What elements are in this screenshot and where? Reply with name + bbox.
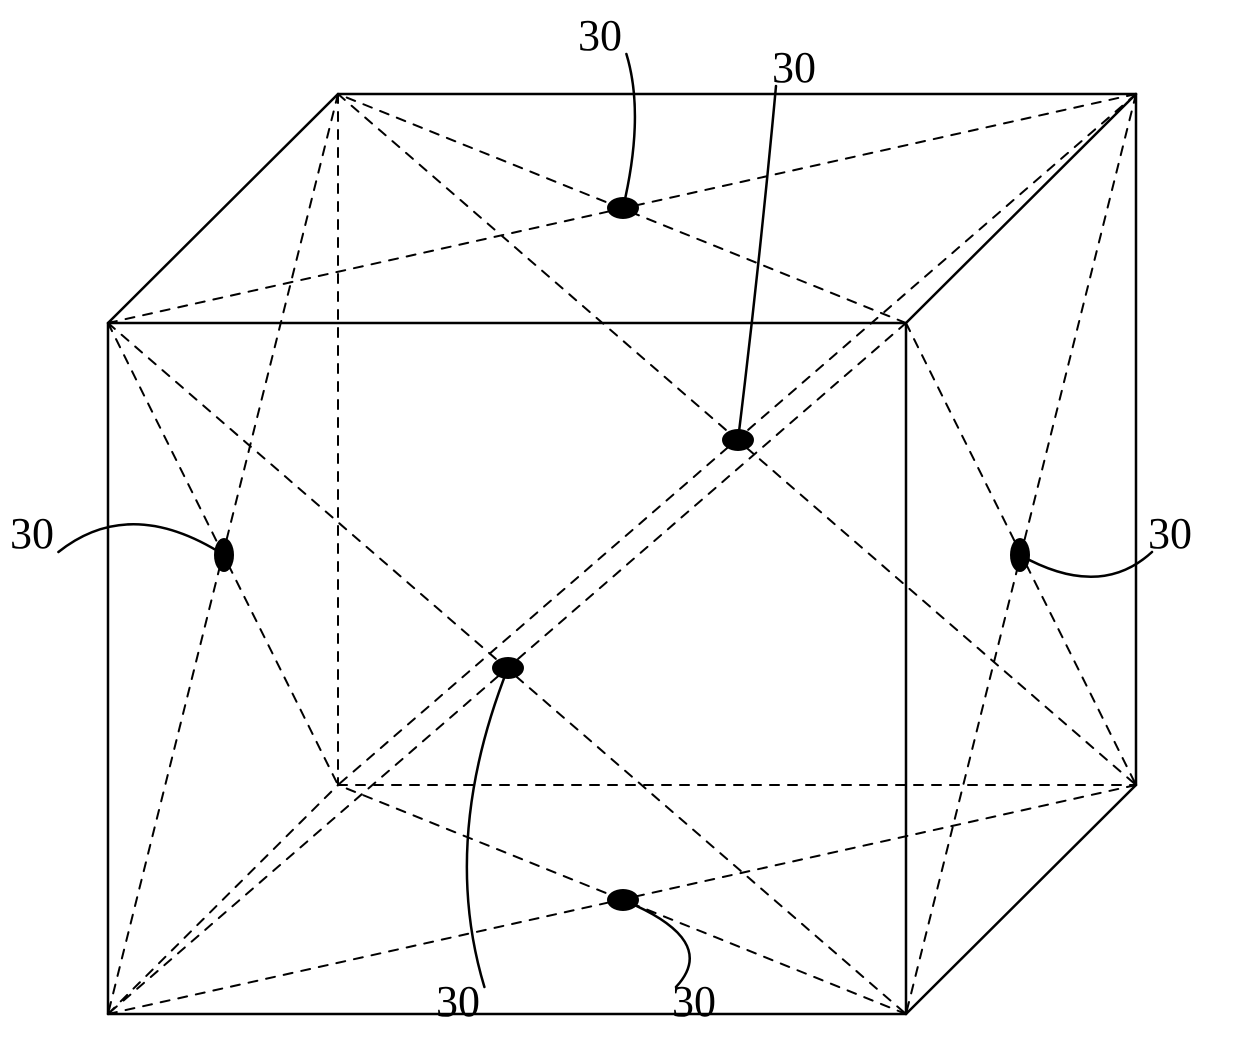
leader-1	[738, 86, 776, 440]
edge-depth-tr	[906, 94, 1136, 323]
edge-depth-br	[906, 785, 1136, 1014]
label-left: 30	[10, 508, 54, 559]
dot-bottom	[607, 889, 639, 911]
dot-right	[1010, 538, 1030, 572]
leader-4	[467, 668, 508, 987]
edge-depth-tl	[108, 94, 338, 323]
leader-3	[1020, 552, 1152, 577]
label-back: 30	[772, 42, 816, 93]
dot-left	[214, 538, 234, 572]
label-right: 30	[1148, 508, 1192, 559]
label-front: 30	[436, 976, 480, 1027]
cube-svg	[0, 0, 1240, 1052]
label-bottom: 30	[672, 976, 716, 1027]
dot-front	[492, 657, 524, 679]
dot-top	[607, 197, 639, 219]
cube-diagram: { "canvas": { "w": 1240, "h": 1052 }, "c…	[0, 0, 1240, 1052]
label-top: 30	[578, 10, 622, 61]
leader-0	[623, 54, 635, 208]
edge-depth-bl	[108, 785, 338, 1014]
dot-back	[722, 429, 754, 451]
leader-2	[58, 524, 224, 555]
